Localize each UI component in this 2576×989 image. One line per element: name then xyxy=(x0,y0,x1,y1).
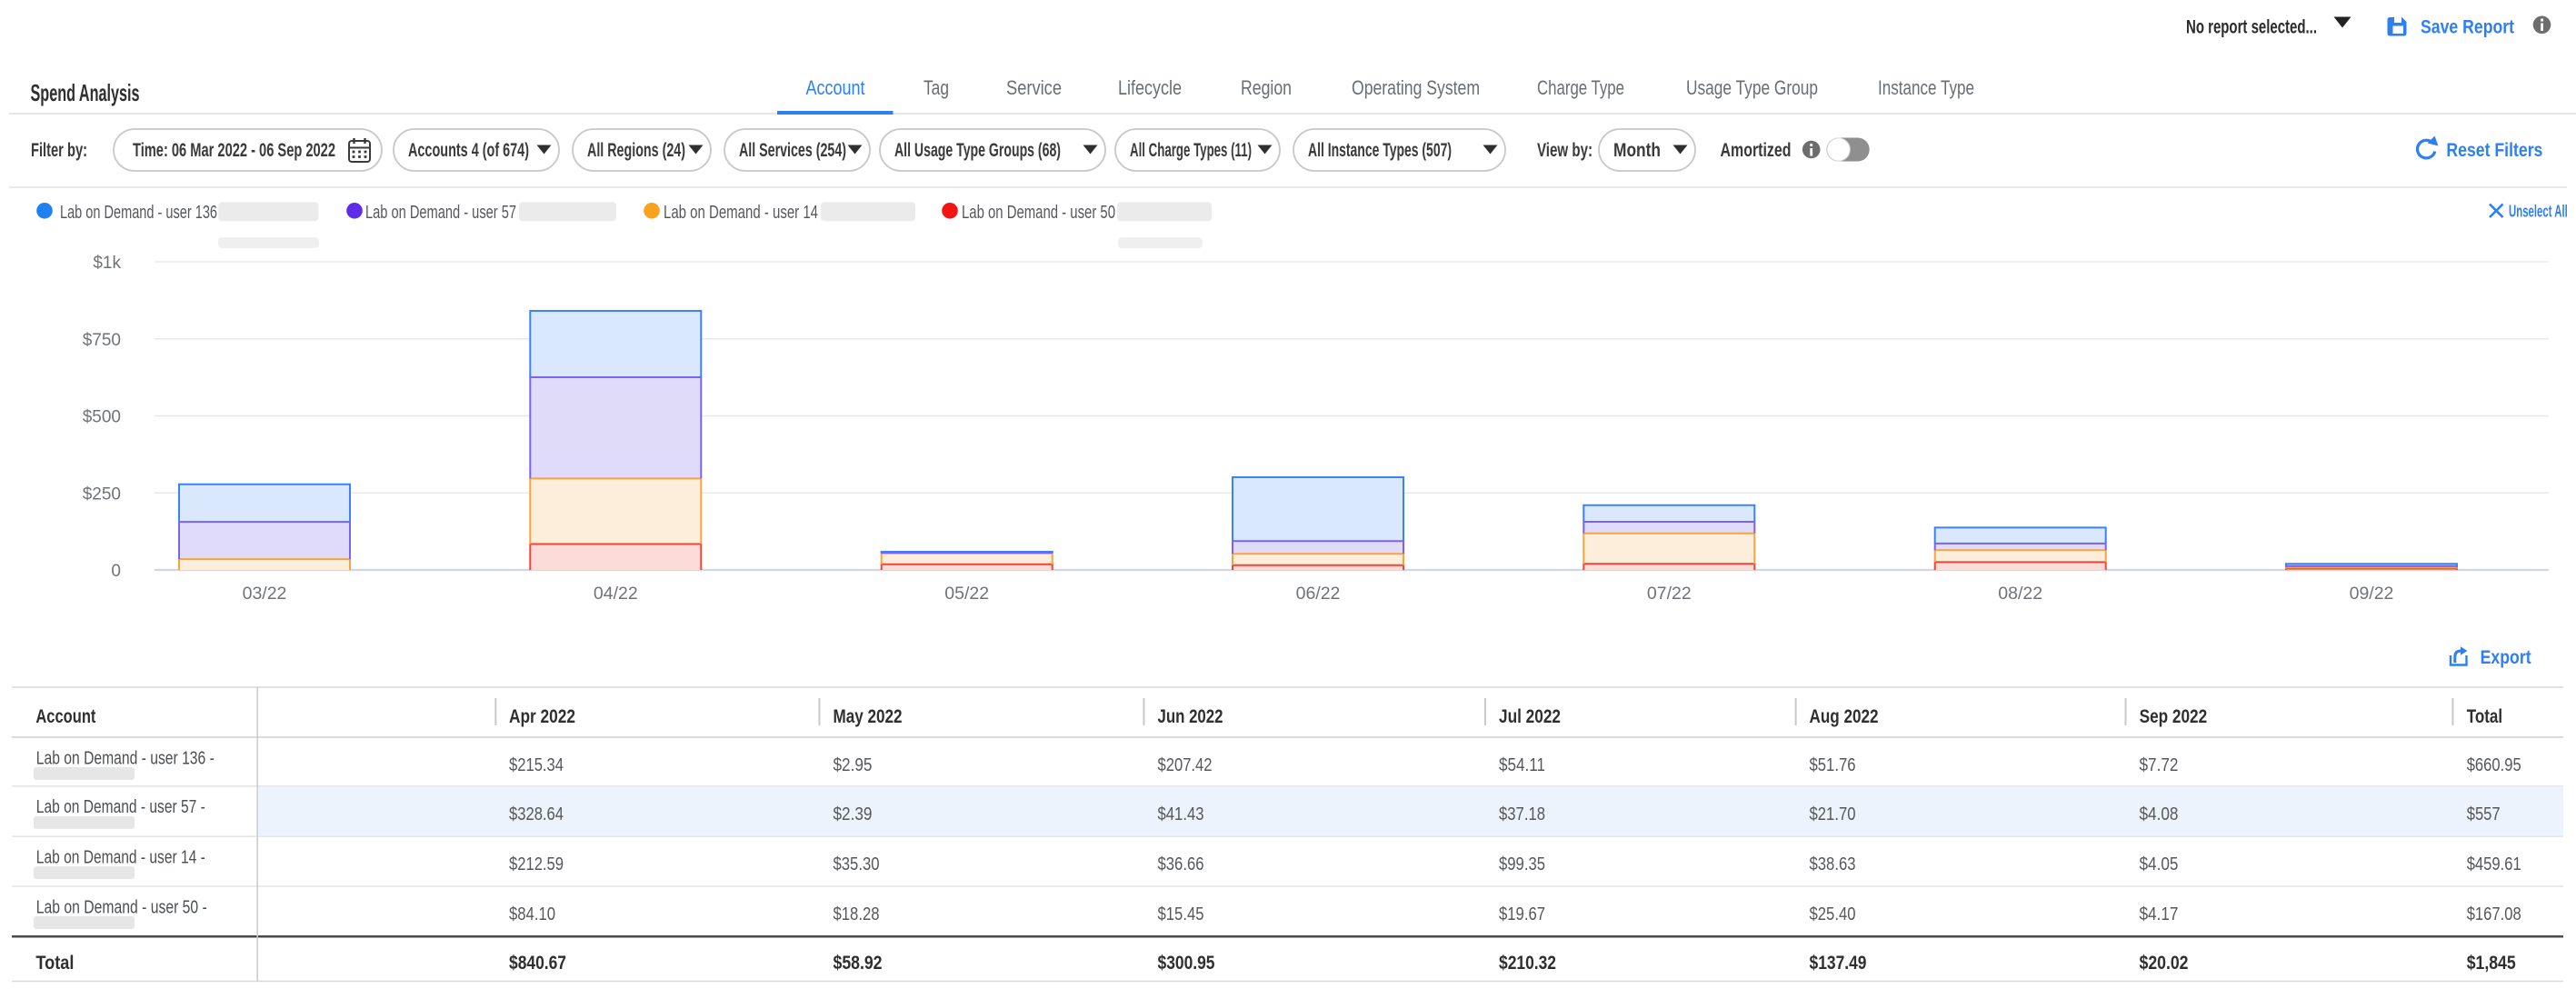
svg-text:Account: Account xyxy=(35,706,95,727)
svg-text:Lab on Demand - user 136 -: Lab on Demand - user 136 - xyxy=(36,748,215,768)
svg-text:Lab on Demand - user 14 -: Lab on Demand - user 14 - xyxy=(36,847,205,867)
svg-text:$20.02: $20.02 xyxy=(2140,953,2189,974)
svg-text:All Usage Type Groups (68): All Usage Type Groups (68) xyxy=(894,140,1061,161)
svg-text:Charge Type: Charge Type xyxy=(1537,76,1624,99)
svg-text:Spend Analysis: Spend Analysis xyxy=(31,79,140,106)
svg-text:Lab on Demand - user 50: Lab on Demand - user 50 xyxy=(962,203,1115,223)
svg-text:$37.18: $37.18 xyxy=(1499,804,1545,824)
svg-text:$4.17: $4.17 xyxy=(2140,904,2179,924)
svg-text:Tag: Tag xyxy=(924,76,949,99)
svg-text:$328.64: $328.64 xyxy=(509,804,564,824)
svg-text:09/22: 09/22 xyxy=(2350,584,2394,604)
svg-text:$51.76: $51.76 xyxy=(1810,755,1856,775)
svg-text:Unselect All: Unselect All xyxy=(2509,203,2568,221)
svg-text:$840.67: $840.67 xyxy=(509,953,566,974)
svg-text:No report selected...: No report selected... xyxy=(2186,17,2317,38)
svg-text:Filter by:: Filter by: xyxy=(31,140,87,161)
svg-text:All Instance Types (507): All Instance Types (507) xyxy=(1308,140,1452,161)
svg-text:$35.30: $35.30 xyxy=(834,854,880,874)
svg-text:Usage Type Group: Usage Type Group xyxy=(1686,76,1818,99)
svg-text:Region: Region xyxy=(1241,76,1292,99)
svg-text:$18.28: $18.28 xyxy=(834,904,880,924)
svg-text:$1k: $1k xyxy=(93,254,121,273)
svg-text:$38.63: $38.63 xyxy=(1810,854,1856,874)
svg-text:Export: Export xyxy=(2481,647,2531,668)
svg-text:Service: Service xyxy=(1006,76,1062,99)
svg-text:Lab on Demand - user 50 -: Lab on Demand - user 50 - xyxy=(36,897,207,917)
svg-text:Total: Total xyxy=(2467,706,2502,727)
svg-text:Apr 2022: Apr 2022 xyxy=(509,706,575,727)
svg-text:Accounts 4 (of 674): Accounts 4 (of 674) xyxy=(408,140,529,161)
svg-text:$25.40: $25.40 xyxy=(1810,904,1856,924)
svg-text:Lifecycle: Lifecycle xyxy=(1118,76,1182,99)
svg-text:Time: 06 Mar 2022 - 06 Sep 202: Time: 06 Mar 2022 - 06 Sep 2022 xyxy=(133,140,335,161)
svg-text:06/22: 06/22 xyxy=(1296,584,1341,604)
svg-text:$1,845: $1,845 xyxy=(2467,953,2516,974)
svg-text:Jul 2022: Jul 2022 xyxy=(1499,706,1561,727)
svg-text:$21.70: $21.70 xyxy=(1810,804,1856,824)
svg-text:$167.08: $167.08 xyxy=(2467,904,2521,924)
svg-text:Lab on Demand - user 14: Lab on Demand - user 14 xyxy=(664,203,818,223)
svg-text:$4.08: $4.08 xyxy=(2140,804,2179,824)
svg-text:Jun 2022: Jun 2022 xyxy=(1158,706,1223,727)
svg-text:$41.43: $41.43 xyxy=(1158,804,1204,824)
svg-text:Total: Total xyxy=(35,953,74,974)
svg-text:View by:: View by: xyxy=(1537,140,1593,161)
svg-text:Aug 2022: Aug 2022 xyxy=(1810,706,1879,727)
svg-text:$250: $250 xyxy=(83,485,121,504)
svg-text:Lab on Demand - user 57 -: Lab on Demand - user 57 - xyxy=(36,797,205,817)
svg-text:$210.32: $210.32 xyxy=(1499,953,1556,974)
svg-text:All Services (254): All Services (254) xyxy=(739,140,846,161)
svg-text:Operating System: Operating System xyxy=(1352,76,1480,99)
svg-text:Lab on Demand - user 136: Lab on Demand - user 136 xyxy=(60,203,217,223)
svg-text:All Charge Types (11): All Charge Types (11) xyxy=(1130,140,1252,161)
svg-text:$2.39: $2.39 xyxy=(834,804,873,824)
svg-text:$750: $750 xyxy=(83,331,121,350)
svg-text:$137.49: $137.49 xyxy=(1810,953,1867,974)
svg-text:$84.10: $84.10 xyxy=(509,904,555,924)
svg-text:May 2022: May 2022 xyxy=(834,706,903,727)
svg-text:Account: Account xyxy=(806,76,865,99)
svg-text:Amortized: Amortized xyxy=(1721,140,1792,161)
svg-text:08/22: 08/22 xyxy=(1998,584,2042,604)
svg-text:Instance Type: Instance Type xyxy=(1878,76,1974,99)
svg-text:Reset Filters: Reset Filters xyxy=(2446,140,2542,161)
svg-text:$500: $500 xyxy=(83,408,121,427)
svg-text:$99.35: $99.35 xyxy=(1499,854,1545,874)
svg-text:Sep 2022: Sep 2022 xyxy=(2140,706,2208,727)
svg-text:$660.95: $660.95 xyxy=(2467,755,2521,775)
svg-text:$557: $557 xyxy=(2467,804,2501,824)
svg-text:$207.42: $207.42 xyxy=(1158,755,1213,775)
svg-text:All Regions (24): All Regions (24) xyxy=(587,140,685,161)
svg-text:$215.34: $215.34 xyxy=(509,755,564,775)
svg-text:Lab on Demand - user 57: Lab on Demand - user 57 xyxy=(365,203,516,223)
svg-text:$7.72: $7.72 xyxy=(2140,755,2179,775)
svg-text:$2.95: $2.95 xyxy=(834,755,873,775)
svg-text:$15.45: $15.45 xyxy=(1158,904,1204,924)
svg-text:0: 0 xyxy=(111,562,121,581)
svg-text:05/22: 05/22 xyxy=(944,584,989,604)
svg-text:$212.59: $212.59 xyxy=(509,854,564,874)
svg-text:$19.67: $19.67 xyxy=(1499,904,1545,924)
svg-text:07/22: 07/22 xyxy=(1647,584,1692,604)
svg-text:Month: Month xyxy=(1613,140,1661,161)
svg-text:$300.95: $300.95 xyxy=(1158,953,1215,974)
svg-text:$459.61: $459.61 xyxy=(2467,854,2521,874)
svg-text:Save Report: Save Report xyxy=(2421,17,2514,38)
svg-text:04/22: 04/22 xyxy=(594,584,638,604)
svg-text:$4.05: $4.05 xyxy=(2140,854,2179,874)
svg-text:03/22: 03/22 xyxy=(243,584,287,604)
svg-text:$58.92: $58.92 xyxy=(834,953,883,974)
svg-text:$36.66: $36.66 xyxy=(1158,854,1204,874)
svg-text:$54.11: $54.11 xyxy=(1499,755,1545,775)
